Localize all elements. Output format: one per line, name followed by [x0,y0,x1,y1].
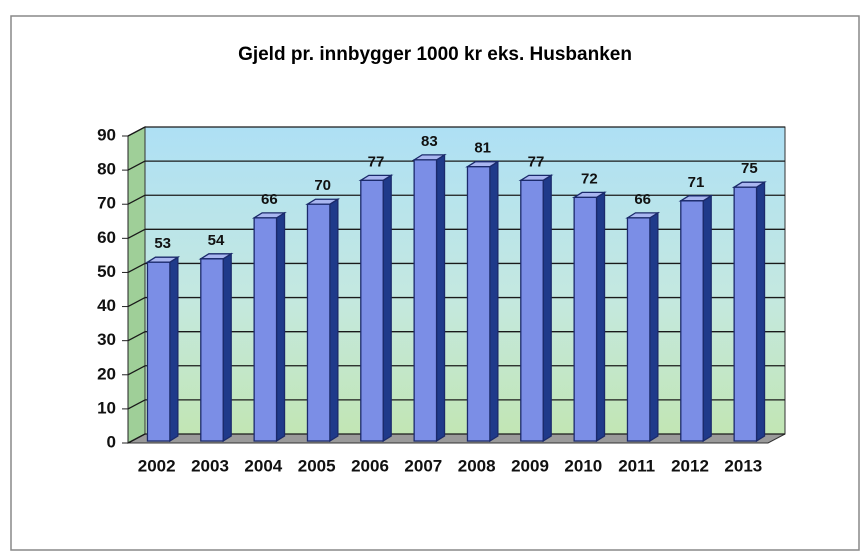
x-tick-label: 2009 [511,456,549,475]
bar-side [755,180,766,443]
bar-side [169,256,179,443]
y-tick-label: 40 [97,296,116,315]
y-tick-label: 20 [97,364,116,383]
bar-front [573,196,598,442]
x-tick-label: 2012 [671,456,709,475]
bar [678,194,714,443]
bar [625,211,661,443]
grid-line [127,399,146,410]
value-label: 71 [688,174,705,191]
x-tick-label: 2006 [351,456,389,475]
bar-side [542,174,552,443]
side-wall [127,126,146,444]
x-tick-label: 2005 [298,456,336,475]
x-tick-label: 2010 [564,456,602,475]
bar-side [222,252,232,443]
bar-front [200,258,224,442]
bar-side [435,153,446,443]
value-label: 70 [314,177,331,194]
value-label: 53 [154,235,171,252]
grid-line [127,228,146,239]
bar-front [520,179,544,442]
bar-side [329,198,339,443]
bar [145,256,181,443]
y-tick-label: 80 [97,160,116,179]
bar-front [253,217,278,442]
x-tick-label: 2008 [458,456,496,475]
bar-front [626,217,651,442]
x-tick-label: 2013 [724,456,762,475]
bar [358,174,394,443]
grid-line [127,194,146,205]
value-label: 72 [581,170,598,187]
y-tick-label: 60 [97,228,116,247]
grid-line [127,296,146,308]
grid-line [127,262,146,274]
y-tick-label: 70 [97,194,116,213]
x-tick-label: 2002 [138,456,176,475]
value-label: 77 [368,153,385,170]
y-tick-label: 0 [107,432,116,451]
x-tick-label: 2004 [244,456,282,475]
bar [571,191,607,443]
grid-line [127,126,146,137]
value-label: 54 [208,232,225,249]
bar-side [275,211,286,443]
bar-front [466,166,491,442]
y-tick-label: 50 [97,262,116,281]
bar-front [733,186,758,442]
x-tick-label: 2011 [618,456,655,475]
bar-side [595,191,606,443]
bar-front [146,261,171,442]
bar-front [306,203,331,442]
bar-front [680,200,704,442]
value-label: 83 [421,133,438,150]
y-tick-label: 10 [97,398,116,417]
value-label: 66 [261,191,278,208]
bar [731,180,767,443]
value-label: 66 [634,191,651,208]
grid-line [127,331,146,342]
grid-line [127,365,146,376]
bar [251,211,287,443]
bar-side [702,194,712,443]
value-label: 81 [474,140,491,157]
bar [411,153,447,443]
bar-side [649,211,659,443]
value-label: 75 [741,160,758,177]
grid-line [127,160,146,171]
bar [465,160,501,443]
bar [198,252,234,443]
y-tick-label: 90 [97,125,116,144]
bar [518,174,554,443]
x-tick-label: 2003 [191,456,229,475]
y-tick-label: 30 [97,330,116,349]
value-label: 77 [528,153,545,170]
grid-line [127,433,146,444]
bar-side [489,160,499,443]
bar-side [382,174,392,443]
bar [305,198,341,443]
bar-front [360,179,384,442]
bar-front [413,159,438,442]
chart-title: Gjeld pr. innbygger 1000 kr eks. Husbank… [238,44,632,65]
x-tick-label: 2007 [404,456,442,475]
